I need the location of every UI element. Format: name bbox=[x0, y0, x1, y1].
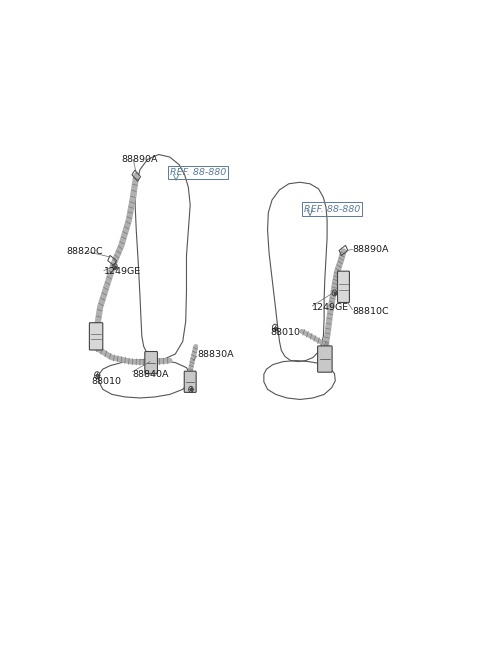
FancyBboxPatch shape bbox=[89, 323, 103, 350]
Text: 88890A: 88890A bbox=[352, 245, 389, 254]
Text: 88810C: 88810C bbox=[352, 306, 389, 316]
Text: 88820C: 88820C bbox=[67, 247, 103, 256]
Text: 1249GE: 1249GE bbox=[312, 302, 349, 312]
Text: REF. 88-880: REF. 88-880 bbox=[170, 168, 226, 176]
Text: 88830A: 88830A bbox=[197, 350, 234, 359]
FancyBboxPatch shape bbox=[318, 346, 332, 372]
FancyBboxPatch shape bbox=[145, 352, 157, 374]
Text: 88010: 88010 bbox=[270, 328, 300, 337]
Text: 88010: 88010 bbox=[92, 377, 121, 386]
Text: 1249GE: 1249GE bbox=[104, 267, 141, 276]
FancyBboxPatch shape bbox=[184, 371, 196, 392]
Text: 88890A: 88890A bbox=[121, 155, 158, 164]
Text: REF. 88-880: REF. 88-880 bbox=[304, 205, 360, 214]
Text: 88840A: 88840A bbox=[132, 370, 169, 379]
FancyBboxPatch shape bbox=[337, 271, 349, 302]
